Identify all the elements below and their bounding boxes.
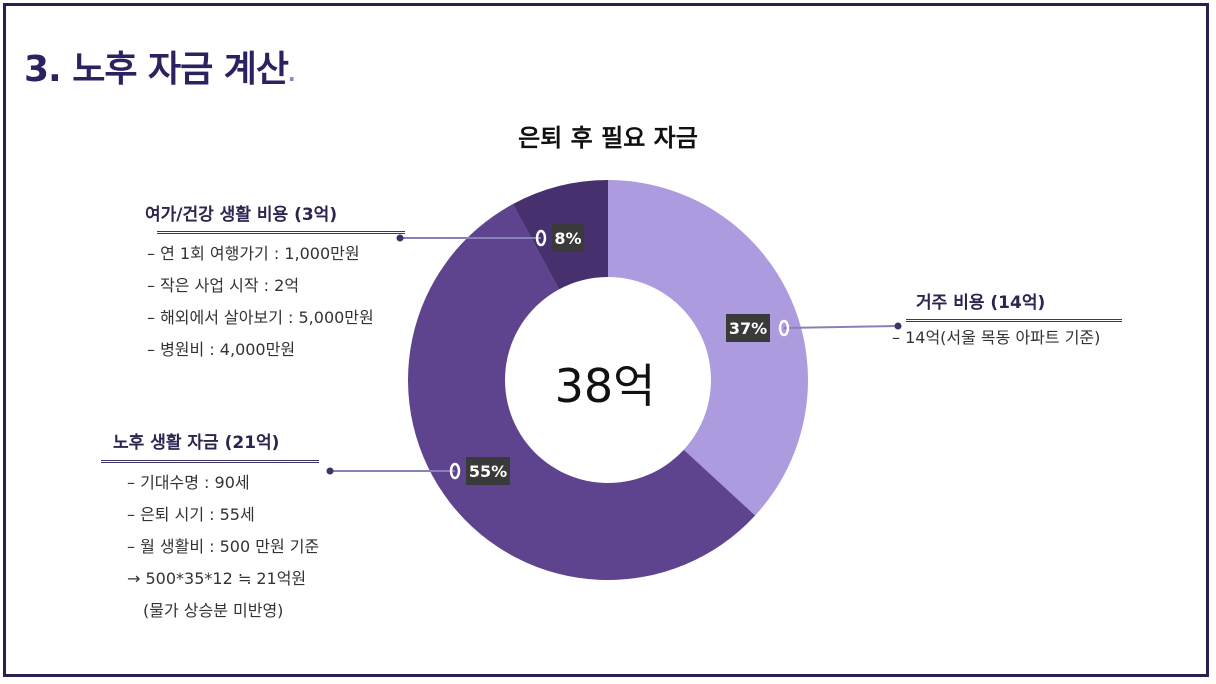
housing-leader-marker — [778, 319, 790, 337]
leisure-item: – 해외에서 살아보기 : 5,000만원 — [147, 308, 374, 327]
living-item: (물가 상승분 미반영) — [143, 601, 284, 620]
leisure-leader-end-dot — [396, 234, 404, 242]
slice-housing — [608, 180, 808, 516]
housing-rule — [906, 319, 1122, 322]
housing-percent-label: 37% — [729, 319, 767, 338]
slice-living — [407, 204, 756, 581]
title-dot: . — [288, 62, 296, 86]
living-item: – 월 생활비 : 500 만원 기준 — [127, 537, 320, 556]
living-leader-marker — [449, 462, 461, 480]
leisure-item: – 연 1회 여행가기 : 1,000만원 — [147, 244, 360, 263]
slide-frame — [3, 3, 1209, 677]
living-item: – 은퇴 시기 : 55세 — [127, 505, 255, 524]
housing-leader-line — [783, 325, 899, 329]
living-leader-end-dot — [326, 467, 334, 475]
living-heading: 노후 생활 자금 (21억) — [113, 433, 280, 453]
slide-title: 3. 노후 자금 계산. — [24, 49, 296, 90]
housing-data-label-box — [726, 314, 770, 342]
housing-leader-end-dot — [894, 322, 902, 330]
leisure-item: – 작은 사업 시작 : 2억 — [147, 276, 300, 295]
leisure-rule — [157, 231, 405, 234]
leisure-annotation: 여가/건강 생활 비용 (3억) – 연 1회 여행가기 : 1,000만원 –… — [145, 200, 405, 366]
housing-item: – 14억(서울 목동 아파트 기준) — [892, 328, 1101, 347]
living-percent-label: 55% — [469, 462, 507, 481]
living-item: → 500*35*12 ≒ 21억원 — [127, 569, 307, 588]
leisure-heading: 여가/건강 생활 비용 (3억) — [145, 205, 338, 225]
living-data-label-box — [466, 457, 510, 485]
living-rule — [101, 460, 319, 463]
leisure-item: – 병원비 : 4,000만원 — [147, 340, 296, 359]
leisure-leader-marker — [535, 229, 547, 247]
housing-annotation: 거주 비용 (14억) – 14억(서울 목동 아파트 기준) — [892, 288, 1122, 354]
chart-title: 은퇴 후 필요 자금 — [518, 124, 698, 152]
living-item: – 기대수명 : 90세 — [127, 473, 250, 492]
center-total-label: 38억 — [554, 359, 656, 413]
leisure-data-label-box — [552, 224, 584, 252]
living-annotation: 노후 생활 자금 (21억) – 기대수명 : 90세 – 은퇴 시기 : 55… — [101, 428, 319, 627]
housing-heading: 거주 비용 (14억) — [916, 293, 1046, 313]
leisure-percent-label: 8% — [554, 229, 581, 248]
